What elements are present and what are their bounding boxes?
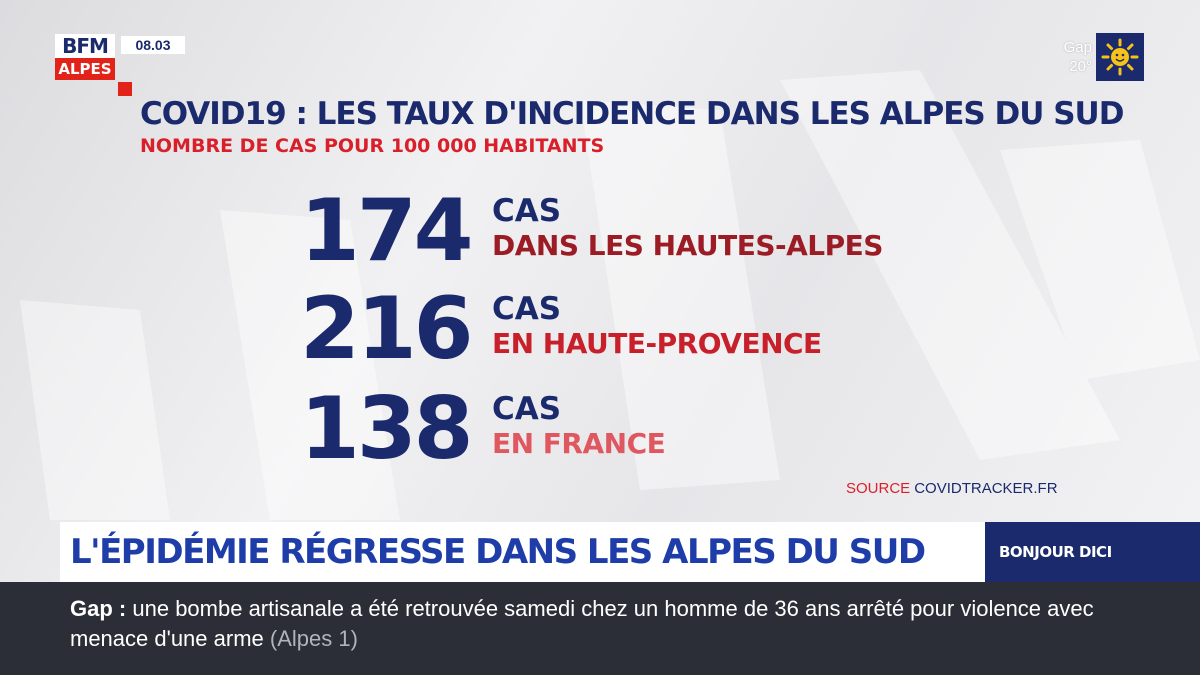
stat-place: EN HAUTE-PROVENCE [492,327,822,360]
title-marker [118,82,132,96]
weather-badge [1096,33,1144,81]
logo-alpes-text: ALPES [55,58,115,80]
news-ticker: Gap : une bombe artisanale a été retrouv… [0,582,1200,675]
weather-info: Gap 20° [1050,38,1092,76]
sun-icon [1101,38,1139,76]
show-name: BONJOUR DICI [999,543,1112,561]
stat-haute-provence: 216 CAS EN HAUTE-PROVENCE [300,284,940,384]
source-credit: SOURCE COVIDTRACKER.FR [846,479,1058,499]
logo-bfm-text: BFM [55,34,115,58]
ticker-source: (Alpes 1) [269,626,358,651]
headline-banner: L'ÉPIDÉMIE RÉGRESSE DANS LES ALPES DU SU… [60,522,985,582]
show-banner: BONJOUR DICI [985,522,1200,582]
ticker-place: Gap [70,596,113,621]
stat-value: 138 [300,379,474,479]
weather-city: Gap [1063,39,1092,56]
ticker-text: Gap : une bombe artisanale a été retrouv… [70,594,1170,654]
source-label: SOURCE [846,480,911,497]
stat-place: DANS LES HAUTES-ALPES [492,229,883,262]
stat-value: 216 [300,279,474,379]
page-subtitle: NOMBRE DE CAS POUR 100 000 HABITANTS [140,135,605,157]
clock-time: 08.03 [121,36,185,54]
stat-france: 138 CAS EN FRANCE [300,384,940,484]
ticker-separator: : [118,596,127,621]
stat-unit: CAS [492,291,562,327]
stat-unit: CAS [492,193,562,229]
background-watermark-logo [20,70,1200,520]
ticker-message: une bombe artisanale a été retrouvée sam… [70,596,1094,651]
headline-text: L'ÉPIDÉMIE RÉGRESSE DANS LES ALPES DU SU… [70,532,926,572]
channel-logo: BFM ALPES [55,34,115,82]
stat-hautes-alpes: 174 CAS DANS LES HAUTES-ALPES [300,186,940,286]
page-title: COVID19 : LES TAUX D'INCIDENCE DANS LES … [140,96,1124,132]
stat-unit: CAS [492,391,562,427]
stat-place: EN FRANCE [492,427,666,460]
source-value: COVIDTRACKER.FR [914,480,1058,497]
stat-value: 174 [300,181,474,281]
weather-temperature: 20° [1069,58,1092,75]
